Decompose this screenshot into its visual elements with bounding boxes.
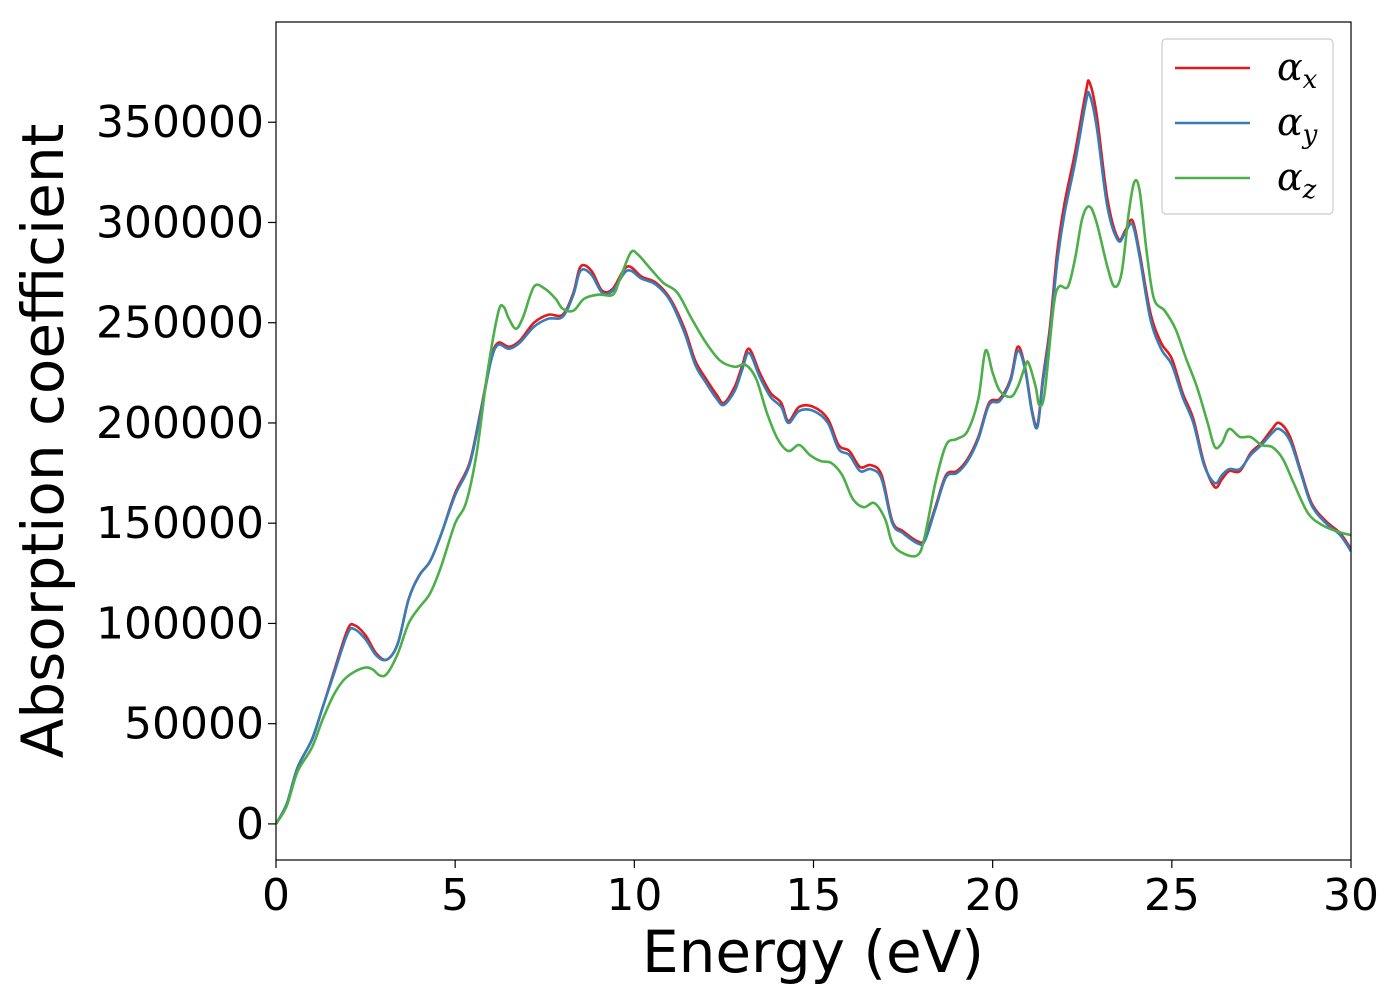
x-tick-label: 30 [1323, 870, 1379, 921]
y-tick-label: 350000 [96, 97, 264, 148]
x-tick-label: 10 [606, 870, 662, 921]
series-line-z [276, 178, 1351, 825]
y-tick-label: 150000 [96, 498, 264, 549]
y-axis: 0 50000 100000 150000 200000 250000 300000 3500… [96, 97, 276, 850]
x-tick-label: 20 [965, 870, 1021, 921]
x-tick-label: 15 [786, 870, 842, 921]
legend-label-x: αx [1277, 45, 1318, 95]
legend-box [1161, 38, 1334, 215]
x-tick-label: 5 [441, 870, 469, 921]
y-tick-label: 100000 [96, 598, 264, 649]
series-lines [276, 79, 1351, 825]
legend-label-y: αy [1277, 100, 1318, 150]
x-tick-label: 25 [1144, 870, 1200, 921]
y-tick-label: 50000 [124, 699, 264, 750]
x-tick-label: 0 [262, 870, 290, 921]
legend-label-z: αz [1277, 155, 1317, 205]
y-tick-label: 300000 [96, 197, 264, 248]
y-tick-label: 250000 [96, 298, 264, 349]
y-tick-label: 0 [236, 799, 264, 850]
y-tick-label: 200000 [96, 398, 264, 449]
series-line-y [276, 90, 1351, 825]
y-axis-title: Absorption coefficient [9, 124, 77, 759]
x-axis-title: Energy (eV) [642, 918, 984, 986]
x-axis: 0 5 10 15 20 25 30 [262, 860, 1379, 921]
